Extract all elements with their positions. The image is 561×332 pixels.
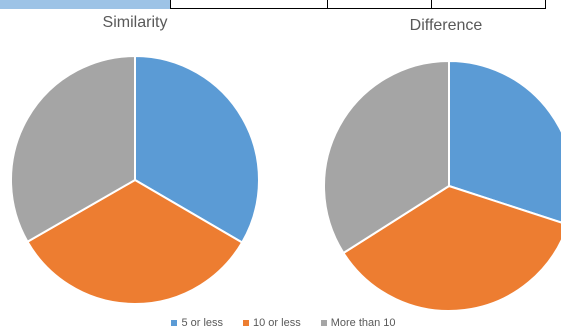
pie-chart-similarity: Similarity xyxy=(10,14,260,305)
legend-swatch-10-or-less xyxy=(243,320,250,326)
legend-label-5-or-less: 5 or less xyxy=(181,317,224,329)
pie-slice-5-or-less xyxy=(448,59,561,224)
legend-item-5-or-less: 5 or less xyxy=(165,317,223,329)
chart-legend: 5 or less 10 or less More than 10 xyxy=(0,315,561,331)
pie-slice-10-or-less xyxy=(342,184,561,312)
legend-swatch-5-or-less xyxy=(171,320,178,326)
pie-chart-difference: Difference xyxy=(323,17,561,312)
pie-slices-similarity xyxy=(10,54,260,305)
table-fragment xyxy=(0,0,561,10)
legend-label-more-than-10: More than 10 xyxy=(330,317,396,329)
chart-title-similarity: Similarity xyxy=(103,14,168,31)
pie-slice-more-than-10 xyxy=(10,54,136,244)
pie-slices-difference xyxy=(323,59,561,312)
pie-slice-5-or-less xyxy=(134,54,260,244)
pie-slice-more-than-10 xyxy=(323,59,450,255)
table-cell xyxy=(170,0,328,9)
table-cell xyxy=(328,0,432,9)
legend-label-10-or-less: 10 or less xyxy=(253,317,301,329)
legend-item-10-or-less: 10 or less xyxy=(237,317,301,329)
chart-title-difference: Difference xyxy=(410,17,483,34)
table-header-cell xyxy=(0,0,170,9)
table-cell xyxy=(432,0,546,9)
legend-swatch-more-than-10 xyxy=(320,320,327,326)
legend-item-more-than-10: More than 10 xyxy=(315,317,396,329)
